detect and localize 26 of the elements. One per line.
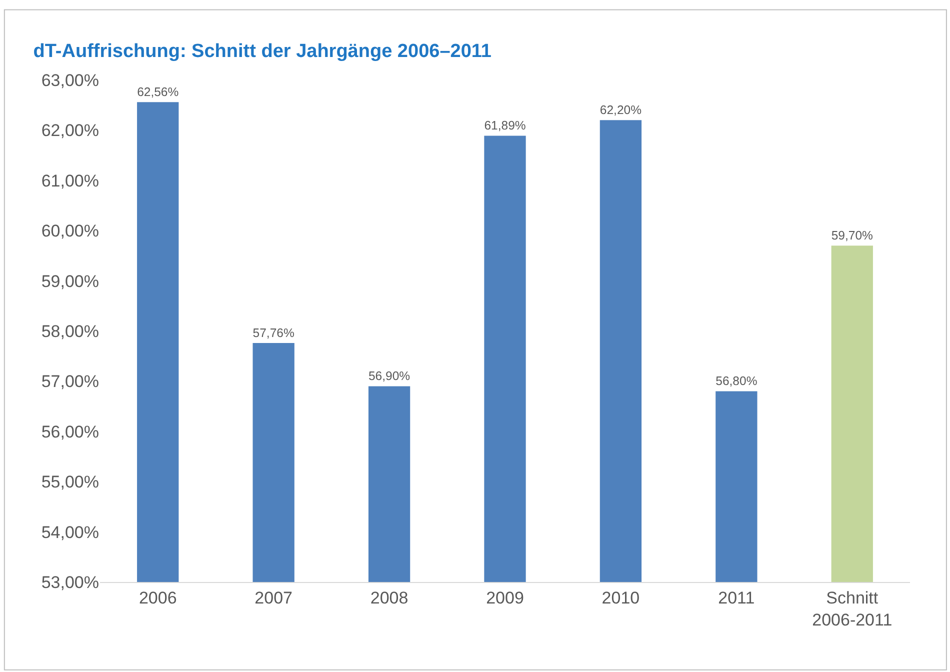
data-label: 56,90%: [368, 369, 410, 384]
y-tick-label: 57,00%: [41, 372, 99, 392]
y-tick-label: 53,00%: [41, 572, 99, 592]
x-tick-label: Schnitt 2006-2011: [812, 588, 892, 630]
data-label: 56,80%: [716, 374, 758, 388]
y-tick-label: 62,00%: [41, 121, 99, 140]
x-tick-label: 2011: [718, 588, 755, 608]
y-tick-label: 60,00%: [41, 222, 99, 241]
y-tick-label: 56,00%: [41, 422, 99, 442]
x-tick-label: 2009: [486, 588, 524, 608]
data-label: 62,56%: [137, 85, 179, 100]
data-label: 62,20%: [600, 103, 642, 118]
x-tick-label: 2006: [138, 588, 177, 608]
data-label: 59,70%: [831, 228, 874, 243]
data-label: 57,76%: [252, 326, 294, 340]
y-tick-label: 61,00%: [41, 171, 99, 190]
y-tick-label: 58,00%: [41, 322, 99, 341]
x-tick-label: 2008: [370, 588, 408, 608]
y-tick-label: 55,00%: [41, 472, 99, 492]
data-label: 61,89%: [484, 118, 526, 133]
x-tick-label: 2010: [602, 588, 640, 608]
y-tick-label: 54,00%: [41, 522, 99, 542]
y-tick-label: 59,00%: [41, 272, 99, 291]
y-tick-label: 63,00%: [41, 70, 99, 90]
chart-title: dT-Auffrischung: Schnitt der Jahrgänge 2006–2011: [33, 40, 492, 62]
x-tick-label: 2007: [254, 588, 292, 608]
